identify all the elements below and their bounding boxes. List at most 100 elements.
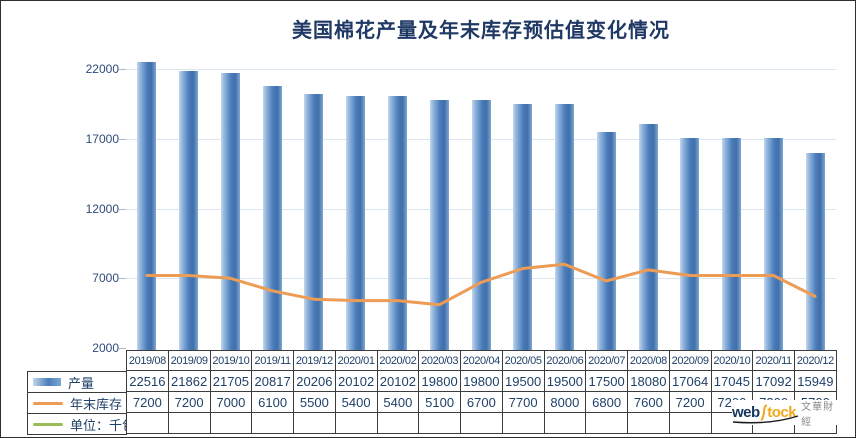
production-bar: [596, 131, 616, 352]
y-axis-label: 2000: [92, 341, 119, 355]
inventory-value-cell: 5100: [419, 392, 461, 413]
y-axis-label: 7000: [92, 271, 119, 286]
date-cell: 2020/11: [753, 351, 795, 371]
logo-cn-text: 文華財經: [801, 401, 835, 428]
production-value-cell: 20102: [377, 371, 420, 392]
empty-cell: [127, 413, 169, 434]
empty-cell: [628, 413, 670, 434]
empty-cell: [335, 413, 378, 434]
logo-s-swoosh-icon: [760, 403, 768, 421]
date-cell: 2019/09: [168, 351, 211, 371]
empty-cell: [252, 413, 294, 434]
empty-cell: [419, 413, 461, 434]
date-cell: 2020/04: [461, 351, 503, 371]
production-value-cell: 19500: [502, 371, 545, 392]
logo-web-text: web: [732, 404, 760, 421]
production-value-cell: 20817: [252, 371, 294, 392]
production-bar: [471, 99, 491, 352]
empty-cell: [168, 413, 211, 434]
production-value-cell: 21705: [210, 371, 253, 392]
production-bar: [137, 61, 157, 352]
date-cell: 2020/01: [335, 351, 378, 371]
date-cell: 2020/03: [419, 351, 461, 371]
production-value-cell: 19800: [461, 371, 503, 392]
inventory-value-cell: 7200: [127, 392, 169, 413]
production-value-cell: 17500: [586, 371, 628, 392]
date-cell: 2020/02: [377, 351, 420, 371]
webstock-logo: web tock 文華財經: [732, 400, 838, 428]
production-bar: [763, 137, 783, 352]
inventory-value-cell: 7200: [168, 392, 211, 413]
date-cell: 2019/10: [210, 351, 253, 371]
inventory-value-cell: 8000: [544, 392, 587, 413]
production-value-cell: 19500: [544, 371, 587, 392]
production-bar: [179, 70, 199, 352]
inventory-line-plot: [145, 262, 817, 307]
empty-cell: [586, 413, 628, 434]
y-axis-tick: [119, 278, 126, 280]
production-bar: [304, 94, 324, 352]
production-bar: [638, 123, 658, 352]
production-value-cell: 20102: [335, 371, 378, 392]
production-bar: [680, 137, 700, 352]
date-cell: 2020/06: [544, 351, 587, 371]
date-cell: 2019/12: [294, 351, 336, 371]
inventory-value-cell: 7000: [210, 392, 253, 413]
production-bar: [805, 153, 825, 352]
inventory-value-cell: 7200: [669, 392, 712, 413]
production-value-cell: 20206: [294, 371, 336, 392]
unit-line-swatch: [33, 422, 63, 426]
production-value-cell: 17045: [711, 371, 754, 392]
empty-cell: [461, 413, 503, 434]
date-cell: 2019/11: [252, 351, 294, 371]
inventory-value-cell: 7700: [502, 392, 545, 413]
empty-cell: [669, 413, 712, 434]
y-axis-tick: [119, 138, 126, 140]
production-bar: [429, 99, 449, 352]
production-value-cell: 17092: [753, 371, 795, 392]
production-value-cell: 21862: [168, 371, 211, 392]
y-axis-tick: [119, 208, 126, 210]
inventory-value-cell: 5500: [294, 392, 336, 413]
legend-row-inventory: 年末库存: [28, 393, 127, 414]
empty-cell: [294, 413, 336, 434]
date-cell: 2020/10: [711, 351, 754, 371]
production-bar-swatch: [33, 378, 61, 386]
empty-cell: [377, 413, 420, 434]
y-gridline: [126, 69, 836, 70]
production-bar: [722, 138, 742, 352]
unit-label: 单位：千包: [70, 417, 126, 433]
production-value-cell: 22516: [127, 371, 169, 392]
date-cell: 2019/08: [127, 351, 169, 371]
production-value-cell: 19800: [419, 371, 461, 392]
y-axis-label: 22000: [85, 62, 119, 76]
production-bar: [346, 95, 366, 352]
empty-cell: [210, 413, 253, 434]
y-axis-label: 12000: [85, 201, 119, 216]
y-axis-tick: [119, 69, 126, 70]
inventory-value-cell: 6100: [252, 392, 294, 413]
date-cell: 2020/09: [669, 351, 712, 371]
date-cell: 2020/12: [795, 351, 837, 371]
inventory-value-cell: 5400: [377, 392, 420, 413]
production-bar: [220, 73, 240, 352]
production-bar: [388, 95, 407, 352]
production-bar: [555, 103, 574, 352]
legend-row-production: 产量: [28, 372, 127, 393]
date-cell: 2020/05: [502, 351, 545, 371]
inventory-value-cell: 6700: [461, 392, 503, 413]
chart-title: 美国棉花产量及年末库存预估值变化情况: [292, 20, 670, 42]
inventory-line-swatch: [33, 401, 63, 405]
date-cell: 2020/07: [586, 351, 628, 371]
logo-tock-text: tock: [767, 404, 797, 421]
production-value-cell: 17064: [669, 371, 712, 392]
inventory-value-cell: 5400: [335, 392, 378, 413]
production-bar: [513, 103, 533, 352]
production-value-cell: 18080: [628, 371, 670, 392]
production-value-cell: 15949: [795, 371, 837, 392]
inventory-value-cell: 7600: [628, 392, 670, 413]
data-table: 2019/08 2019/09 2019/10 2019/11 2019/12 2020/…: [126, 350, 837, 434]
inventory-legend-label: 年末库存: [70, 396, 123, 412]
y-axis-tick: [119, 348, 126, 349]
